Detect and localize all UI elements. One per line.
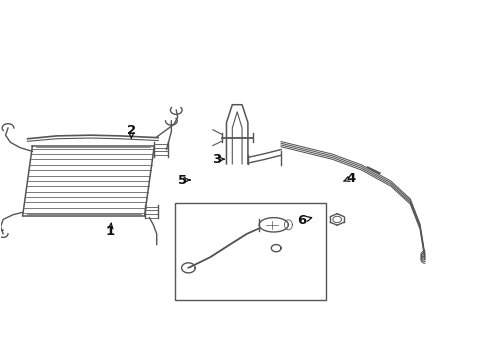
Text: 3: 3 <box>211 153 221 166</box>
Text: 1: 1 <box>105 225 114 238</box>
Text: 4: 4 <box>346 172 355 185</box>
Bar <box>175 203 326 300</box>
Text: 5: 5 <box>177 174 186 186</box>
Text: 2: 2 <box>126 124 136 137</box>
Text: 6: 6 <box>297 214 306 227</box>
